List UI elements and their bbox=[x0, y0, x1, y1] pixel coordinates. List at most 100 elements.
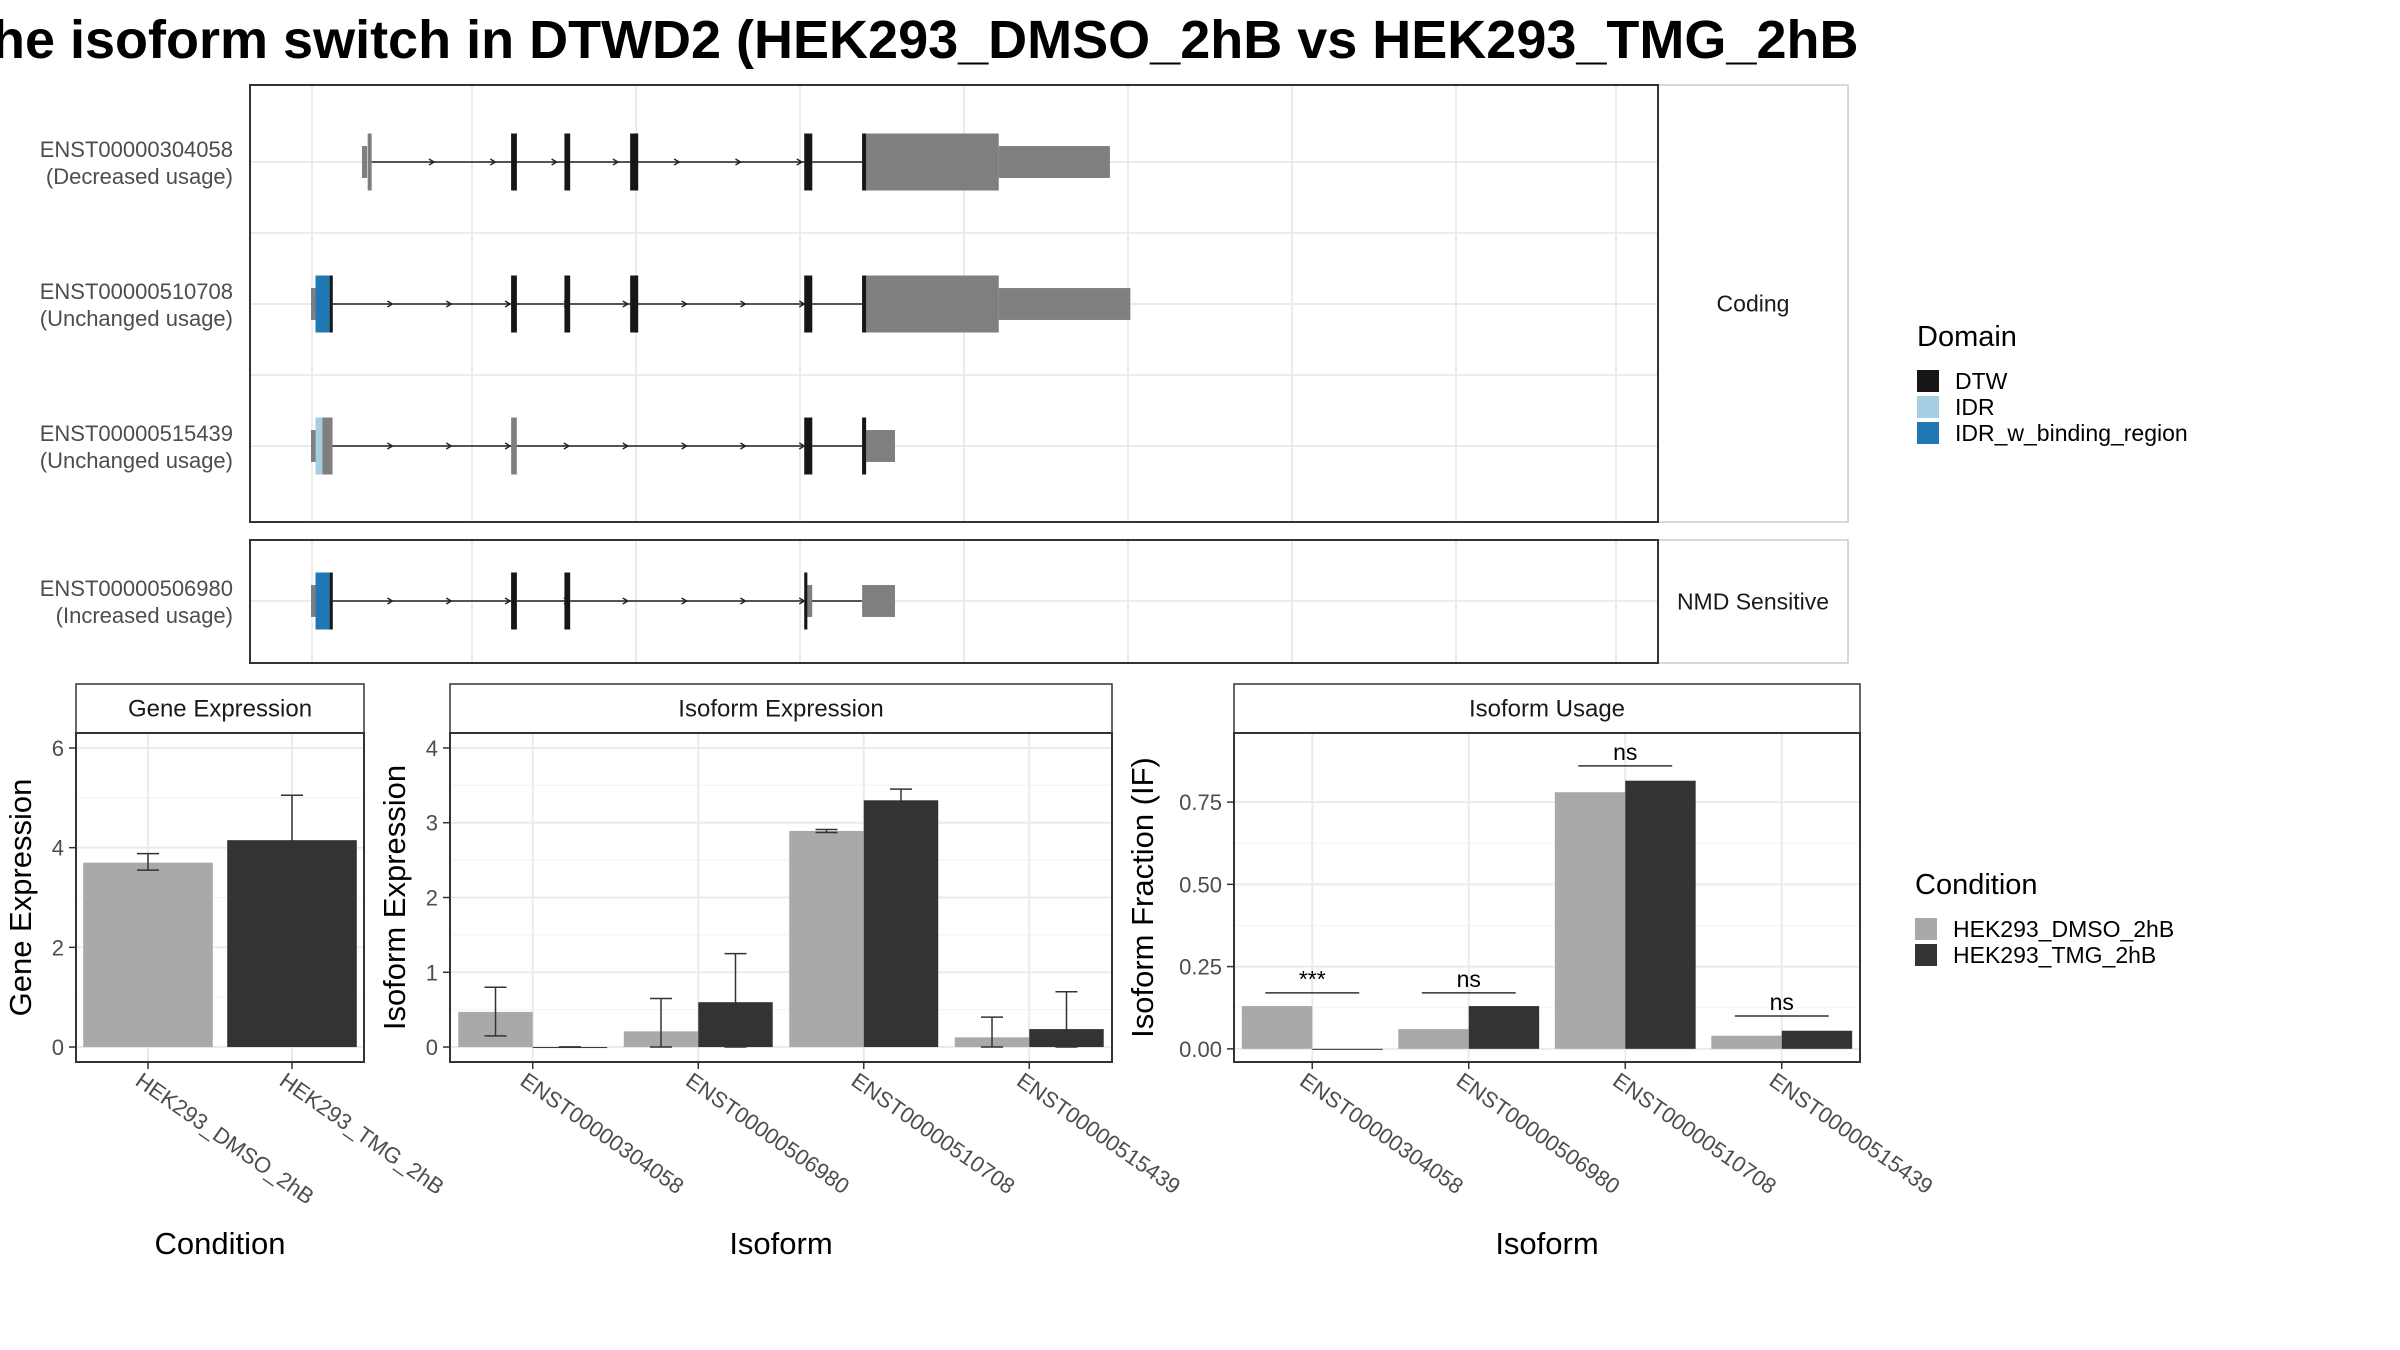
direction-arrow bbox=[622, 300, 630, 308]
domain-dtw bbox=[511, 572, 517, 630]
direction-arrow bbox=[740, 300, 747, 308]
significance-label: ns bbox=[1613, 739, 1637, 765]
utr-exon bbox=[311, 430, 316, 462]
direction-arrow bbox=[740, 597, 747, 605]
chart-title: Gene Expression bbox=[128, 696, 312, 723]
figure-title: he isoform switch in DTWD2 (HEK293_DMSO_… bbox=[0, 10, 1858, 70]
domain-dtw bbox=[564, 572, 571, 630]
direction-arrow bbox=[445, 597, 453, 605]
y-axis-title: Isoform Expression bbox=[377, 765, 412, 1030]
legend-title: Condition bbox=[1915, 869, 2038, 901]
significance-label: ns bbox=[1457, 966, 1481, 992]
direction-arrow bbox=[681, 597, 688, 605]
transcript-usage-label: (Unchanged usage) bbox=[40, 306, 233, 331]
y-tick-label: 4 bbox=[426, 736, 438, 761]
domain-dtw bbox=[804, 275, 813, 333]
direction-arrow bbox=[387, 300, 394, 308]
facet-strip bbox=[1657, 539, 1849, 664]
direction-arrow bbox=[504, 597, 512, 605]
direction-arrow bbox=[740, 442, 747, 450]
coding-exon bbox=[511, 417, 517, 475]
significance-label: *** bbox=[1299, 966, 1326, 992]
y-axis-title: Isoform Fraction (IF) bbox=[1125, 757, 1160, 1038]
direction-arrow bbox=[612, 158, 620, 166]
direction-arrow bbox=[504, 442, 512, 450]
domain-dtw bbox=[804, 417, 813, 475]
transcript-ENST00000304058 bbox=[362, 133, 1110, 191]
legend-label: HEK293_DMSO_2hB bbox=[1953, 916, 2174, 942]
utr-exon bbox=[805, 585, 813, 617]
y-tick-label: 1 bbox=[426, 960, 438, 985]
direction-arrow bbox=[504, 300, 512, 308]
bar bbox=[863, 800, 939, 1048]
y-tick-label: 0.50 bbox=[1179, 872, 1222, 897]
x-tick-label: ENST00000510708 bbox=[1608, 1068, 1781, 1199]
bar bbox=[1781, 1030, 1853, 1049]
utr-exon bbox=[866, 430, 896, 462]
bar bbox=[1468, 1006, 1540, 1049]
direction-arrow bbox=[798, 597, 806, 605]
facet-label: NMD Sensitive bbox=[1677, 589, 1829, 615]
domain-dtw bbox=[329, 275, 333, 333]
y-tick-label: 2 bbox=[426, 886, 438, 911]
legend-label: HEK293_TMG_2hB bbox=[1953, 942, 2156, 968]
legend-label: IDR bbox=[1955, 394, 1995, 420]
transcript-ENST00000510708 bbox=[311, 275, 1131, 333]
direction-arrow bbox=[428, 158, 436, 166]
coding-exon bbox=[866, 133, 999, 191]
direction-arrow bbox=[445, 442, 453, 450]
chart-title: Isoform Usage bbox=[1469, 696, 1625, 723]
domain-dtw bbox=[630, 275, 639, 333]
direction-arrow bbox=[387, 442, 394, 450]
direction-arrow bbox=[563, 442, 571, 450]
chart-title: Isoform Expression bbox=[678, 696, 883, 723]
utr-exon bbox=[311, 288, 316, 320]
isoform-usage-chart: Isoform Usage 0.00 0.25 0.50 0.75 *** ENST0000… bbox=[1125, 683, 1938, 1261]
legend-title: Domain bbox=[1917, 321, 2017, 353]
isoform-expression-chart: Isoform Expression01234ENST00000304058EN… bbox=[377, 683, 1185, 1261]
domain-dtw bbox=[862, 275, 867, 333]
utr-exon bbox=[862, 585, 896, 617]
y-tick-label: 6 bbox=[52, 736, 64, 761]
transcript-id-label: ENST00000510708 bbox=[40, 279, 233, 304]
coding-exon bbox=[367, 133, 372, 191]
bar bbox=[1398, 1029, 1469, 1049]
direction-arrow bbox=[622, 597, 630, 605]
y-tick-label: 0.75 bbox=[1179, 790, 1222, 815]
significance-label: ns bbox=[1770, 989, 1794, 1015]
domain-dtw bbox=[564, 133, 571, 191]
x-tick-label: ENST00000506980 bbox=[1452, 1068, 1625, 1199]
legend-swatch bbox=[1915, 944, 1937, 966]
y-tick-label: 0 bbox=[426, 1035, 438, 1060]
bar bbox=[789, 830, 864, 1048]
transcript-id-label: ENST00000515439 bbox=[40, 421, 233, 446]
legend-swatch bbox=[1915, 918, 1937, 940]
domain-dtw bbox=[804, 133, 813, 191]
y-tick-label: 0.00 bbox=[1179, 1037, 1222, 1062]
coding-exon bbox=[866, 275, 999, 333]
chart-strip bbox=[449, 683, 1113, 734]
domain-idr-w-binding-region bbox=[315, 275, 330, 333]
y-tick-label: 0 bbox=[52, 1035, 64, 1060]
domain-dtw bbox=[564, 275, 571, 333]
direction-arrow bbox=[622, 442, 630, 450]
bar bbox=[1711, 1035, 1782, 1049]
x-tick-label: ENST00000304058 bbox=[516, 1068, 689, 1199]
legend-swatch bbox=[1917, 422, 1939, 444]
y-tick-label: 0.25 bbox=[1179, 955, 1222, 980]
bar bbox=[1241, 1006, 1313, 1049]
direction-arrow bbox=[681, 442, 688, 450]
domain-dtw bbox=[630, 133, 639, 191]
domain-idr-w-binding-region bbox=[315, 572, 330, 630]
plot-area bbox=[1234, 733, 1860, 1062]
bar bbox=[1625, 780, 1696, 1049]
plot-border bbox=[75, 732, 365, 1063]
domain-dtw bbox=[329, 572, 333, 630]
transcript-usage-label: (Unchanged usage) bbox=[40, 448, 233, 473]
domain-idr bbox=[315, 417, 323, 475]
direction-arrow bbox=[796, 158, 804, 166]
x-axis-title: Condition bbox=[155, 1226, 286, 1261]
